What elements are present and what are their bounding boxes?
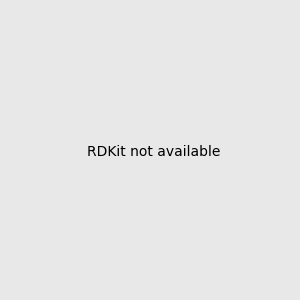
Text: RDKit not available: RDKit not available — [87, 145, 220, 158]
